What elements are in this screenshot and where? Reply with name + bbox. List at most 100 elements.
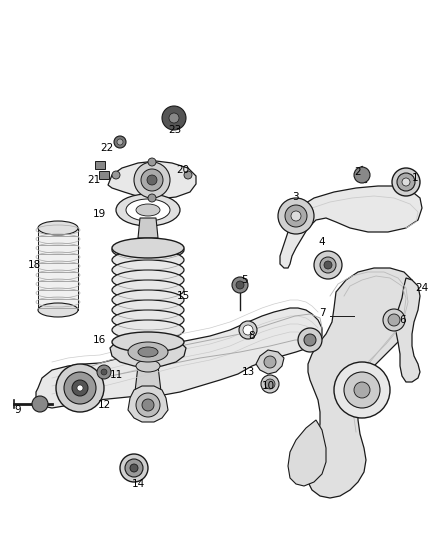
Ellipse shape (112, 300, 184, 320)
Circle shape (142, 399, 154, 411)
Circle shape (64, 372, 96, 404)
Circle shape (117, 139, 123, 145)
Text: 8: 8 (249, 331, 255, 341)
Text: 21: 21 (87, 175, 101, 185)
Circle shape (324, 261, 332, 269)
Ellipse shape (112, 238, 184, 258)
Circle shape (304, 334, 316, 346)
Polygon shape (110, 336, 186, 368)
Bar (99, 171, 109, 179)
Polygon shape (396, 278, 420, 382)
Circle shape (72, 380, 88, 396)
Circle shape (130, 464, 138, 472)
Text: 2: 2 (355, 167, 361, 177)
Circle shape (112, 171, 120, 179)
Circle shape (402, 178, 410, 186)
Polygon shape (108, 161, 196, 199)
Ellipse shape (138, 347, 158, 357)
Text: 20: 20 (177, 165, 190, 175)
Ellipse shape (112, 270, 184, 290)
Circle shape (334, 362, 390, 418)
Text: 14: 14 (131, 479, 145, 489)
Ellipse shape (38, 303, 78, 317)
Ellipse shape (112, 320, 184, 340)
Text: 5: 5 (242, 275, 248, 285)
Circle shape (265, 379, 275, 389)
Text: 22: 22 (100, 143, 113, 153)
Ellipse shape (112, 310, 184, 330)
Circle shape (264, 356, 276, 368)
Text: 3: 3 (292, 192, 298, 202)
Ellipse shape (38, 221, 78, 235)
Text: 18: 18 (27, 260, 41, 270)
Circle shape (232, 277, 248, 293)
Polygon shape (280, 186, 422, 268)
Circle shape (354, 382, 370, 398)
Circle shape (344, 372, 380, 408)
Polygon shape (36, 308, 322, 408)
Circle shape (97, 365, 111, 379)
Ellipse shape (116, 194, 180, 226)
Circle shape (136, 393, 160, 417)
Circle shape (239, 321, 257, 339)
Circle shape (141, 169, 163, 191)
Text: 1: 1 (412, 173, 418, 183)
Polygon shape (288, 420, 326, 486)
Circle shape (388, 314, 400, 326)
Circle shape (291, 211, 301, 221)
Ellipse shape (136, 204, 160, 216)
Ellipse shape (128, 342, 168, 362)
Circle shape (56, 364, 104, 412)
Text: 6: 6 (400, 315, 406, 325)
Polygon shape (38, 228, 78, 310)
Circle shape (147, 175, 157, 185)
Circle shape (77, 385, 83, 391)
Circle shape (162, 106, 186, 130)
Text: 15: 15 (177, 291, 190, 301)
Ellipse shape (112, 290, 184, 310)
Circle shape (285, 205, 307, 227)
Polygon shape (128, 386, 168, 422)
Ellipse shape (126, 199, 170, 221)
Circle shape (114, 136, 126, 148)
Text: 11: 11 (110, 370, 123, 380)
Text: 24: 24 (415, 283, 429, 293)
Circle shape (261, 375, 279, 393)
Circle shape (120, 454, 148, 482)
Text: 19: 19 (92, 209, 106, 219)
Bar (95, 161, 105, 169)
Circle shape (184, 171, 192, 179)
Circle shape (169, 113, 179, 123)
Circle shape (101, 369, 107, 375)
Circle shape (148, 194, 156, 202)
Ellipse shape (112, 250, 184, 270)
Polygon shape (138, 218, 158, 238)
Circle shape (278, 198, 314, 234)
Circle shape (383, 309, 405, 331)
Ellipse shape (136, 360, 160, 372)
Text: 4: 4 (319, 237, 325, 247)
Circle shape (243, 325, 253, 335)
Ellipse shape (112, 260, 184, 280)
Polygon shape (134, 366, 162, 400)
Circle shape (314, 251, 342, 279)
Polygon shape (308, 268, 416, 498)
Text: 9: 9 (15, 405, 21, 415)
Text: 12: 12 (97, 400, 111, 410)
Circle shape (298, 328, 322, 352)
Circle shape (125, 459, 143, 477)
Text: 23: 23 (168, 125, 182, 135)
Circle shape (148, 158, 156, 166)
Text: 7: 7 (319, 308, 325, 318)
Ellipse shape (112, 240, 184, 260)
Circle shape (392, 168, 420, 196)
Circle shape (236, 281, 244, 289)
Ellipse shape (112, 332, 184, 352)
Text: 10: 10 (261, 381, 275, 391)
Circle shape (354, 167, 370, 183)
Circle shape (397, 173, 415, 191)
Circle shape (134, 162, 170, 198)
Circle shape (320, 257, 336, 273)
Ellipse shape (112, 280, 184, 300)
Text: 13: 13 (241, 367, 254, 377)
